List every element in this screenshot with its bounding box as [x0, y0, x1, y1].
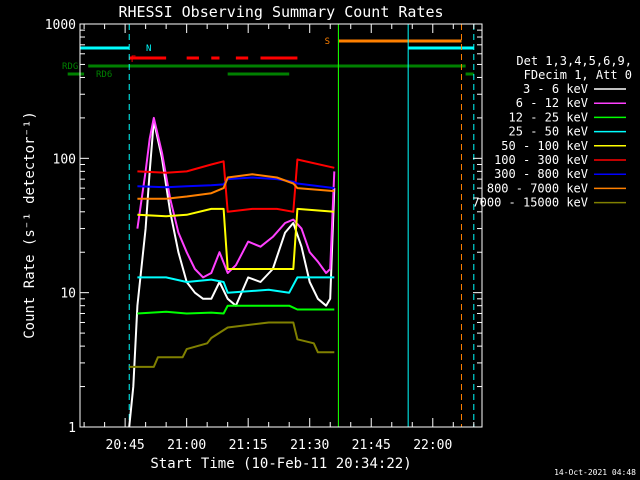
x-tick-label: 21:00: [167, 438, 206, 453]
status-bar-label: F: [131, 55, 136, 65]
series-line: [137, 304, 335, 315]
series-line: [137, 173, 335, 200]
timestamp: 14-Oct-2021 04:48: [554, 468, 636, 477]
legend-entry-label: 25 - 50 keV: [509, 125, 588, 139]
status-bars: NF S RDG RD6: [62, 37, 474, 80]
y-axis-label: Count Rate (s⁻¹ detector⁻¹): [22, 111, 38, 339]
x-axis: 20:45 21:00 21:15 21:30 21:45 22:00: [83, 24, 475, 453]
y-tick-label: 1000: [45, 18, 76, 33]
legend-entry-label: 12 - 25 keV: [509, 110, 588, 124]
series-line: [136, 116, 336, 279]
legend-entry-label: 3 - 6 keV: [523, 82, 588, 96]
series-line: [129, 321, 335, 368]
legend-entry-label: 100 - 300 keV: [494, 153, 588, 167]
x-tick-label: 22:00: [413, 438, 452, 453]
legend-header: FDecim 1, Att 0: [524, 68, 632, 82]
series-line: [137, 207, 335, 270]
y-tick-label: 10: [60, 287, 76, 302]
legend-header: Det 1,3,4,5,6,9,: [516, 54, 632, 68]
plot-frame: [79, 23, 483, 428]
status-bar-label: N: [146, 44, 151, 54]
legend-entry-label: 50 - 100 keV: [501, 139, 588, 153]
x-tick-label: 21:15: [229, 438, 268, 453]
chart-title: RHESSI Observing Summary Count Rates: [118, 3, 443, 21]
x-tick-label: 21:45: [352, 438, 391, 453]
status-bar-label: RD6: [96, 70, 112, 80]
series-line: [137, 276, 335, 294]
x-axis-label: Start Time (10-Feb-11 20:34:22): [150, 456, 411, 472]
status-bar-label: S: [325, 37, 330, 47]
x-tick-label: 20:45: [106, 438, 145, 453]
data-series: [128, 116, 336, 428]
y-tick-label: 1: [68, 421, 76, 436]
status-bar-label: RDG: [62, 62, 78, 72]
legend-entry-label: 300 - 800 keV: [494, 167, 588, 181]
legend-entry-label: 6 - 12 keV: [516, 96, 588, 110]
legend-entry-label: 800 - 7000 keV: [487, 181, 588, 195]
series-line: [137, 158, 335, 213]
x-tick-label: 21:30: [290, 438, 329, 453]
y-tick-label: 100: [53, 152, 76, 167]
y-axis: 1 10 100 1000: [45, 18, 482, 436]
legend: Det 1,3,4,5,6,9,FDecim 1, Att 03 - 6 keV…: [472, 54, 632, 210]
legend-entry-label: 7000 - 15000 keV: [472, 196, 588, 210]
